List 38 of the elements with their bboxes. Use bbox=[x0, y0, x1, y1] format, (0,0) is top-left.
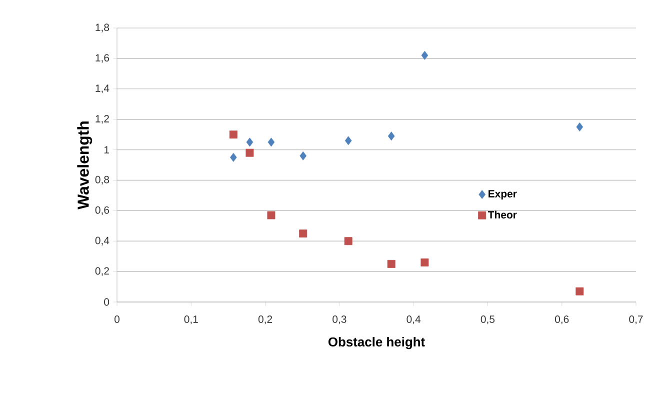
y-tick-label: 1,6 bbox=[96, 54, 110, 63]
point bbox=[387, 260, 396, 268]
x-tick-label: 0 bbox=[114, 316, 120, 323]
legend-label: Exper bbox=[488, 190, 517, 200]
legend-label: Theor bbox=[488, 210, 517, 218]
x-tick-label: 0,7 bbox=[629, 316, 643, 324]
point bbox=[268, 138, 275, 147]
x-tick-label: 0,3 bbox=[332, 316, 346, 324]
point bbox=[576, 287, 584, 296]
y-tick-label: 0,6 bbox=[95, 206, 110, 215]
point bbox=[229, 130, 238, 139]
point bbox=[420, 258, 429, 266]
y-tick-label: 1 bbox=[104, 146, 109, 154]
point bbox=[388, 132, 395, 141]
point bbox=[267, 211, 276, 220]
point bbox=[421, 50, 428, 60]
point bbox=[246, 148, 254, 157]
y-tick-label: 1,2 bbox=[96, 115, 109, 124]
x-tick-label: 0,4 bbox=[406, 316, 421, 324]
y-tick-label: 1,4 bbox=[96, 84, 110, 94]
y-tick-label: 0,4 bbox=[95, 236, 110, 246]
x-tick-label: 0,2 bbox=[258, 316, 272, 324]
y-tick-label: 0,8 bbox=[95, 176, 110, 185]
point bbox=[576, 122, 584, 132]
x-tick-label: 0,6 bbox=[555, 316, 569, 324]
y-tick-label: 0 bbox=[104, 298, 110, 306]
y-axis-title: Wavelength bbox=[77, 122, 92, 210]
point bbox=[300, 151, 307, 160]
y-tick-label: 0,2 bbox=[95, 267, 109, 276]
x-axis-title: Obstacle height bbox=[328, 336, 425, 350]
point bbox=[344, 237, 352, 246]
y-tick-label: 1,8 bbox=[96, 24, 110, 32]
x-tick-label: 0,1 bbox=[184, 316, 198, 324]
point bbox=[246, 138, 254, 147]
point bbox=[230, 152, 237, 162]
point bbox=[344, 136, 352, 146]
x-tick-label: 0,5 bbox=[480, 316, 495, 324]
point bbox=[299, 230, 308, 238]
